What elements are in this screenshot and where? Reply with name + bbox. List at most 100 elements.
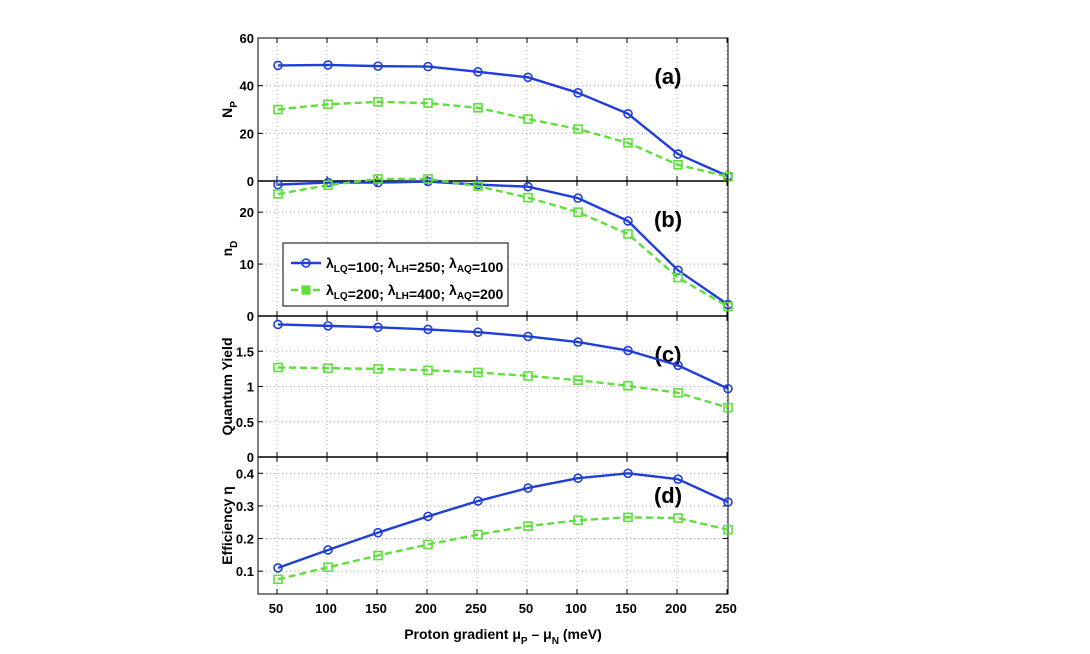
data-point-green (523, 371, 533, 381)
data-point-blue (473, 496, 483, 506)
data-point-blue (423, 324, 433, 335)
data-point-green (723, 301, 733, 312)
y-tick-label: 60 (240, 31, 254, 46)
data-point-green (323, 99, 333, 110)
data-point-green (423, 365, 433, 376)
series-green (273, 362, 733, 413)
y-tick-label: 0 (247, 450, 254, 465)
data-point-green (323, 562, 333, 573)
data-point-green (523, 192, 533, 203)
y-tick-label: 1.5 (236, 344, 254, 359)
panel-frame (257, 315, 729, 458)
data-point-blue (673, 360, 683, 371)
data-point-blue (573, 337, 583, 347)
data-point-green (523, 114, 533, 124)
series-line-green (277, 100, 729, 178)
data-point-blue (723, 497, 733, 507)
data-point-blue (673, 474, 683, 484)
data-point-green (423, 98, 433, 108)
data-point-blue (523, 72, 533, 83)
data-point-green (673, 388, 683, 398)
data-point-green (373, 550, 383, 561)
data-point-blue (323, 60, 333, 70)
data-point-green (473, 103, 483, 113)
x-tick-label: 200 (415, 601, 437, 616)
data-point-blue (273, 60, 283, 71)
legend-marker-green (301, 285, 311, 295)
data-point-green (573, 375, 583, 385)
series-green (273, 174, 733, 312)
data-point-green (673, 513, 683, 523)
data-point-blue (273, 319, 283, 330)
y-axis-label: Efficiency η (219, 486, 235, 565)
data-point-green (473, 529, 483, 540)
series-line-blue (277, 323, 729, 390)
x-tick-label: 100 (565, 601, 587, 616)
y-tick-label: 0 (247, 309, 254, 324)
data-point-blue (723, 383, 733, 394)
data-point-green (573, 124, 583, 134)
y-tick-label: 0 (247, 174, 254, 189)
data-point-green (323, 180, 333, 190)
series-line-green (277, 516, 729, 581)
data-point-blue (473, 327, 483, 338)
data-point-green (273, 574, 283, 585)
data-point-blue (273, 563, 283, 573)
data-point-green (623, 138, 633, 148)
panel-label: (d) (654, 483, 682, 508)
data-point-blue (523, 181, 533, 192)
data-point-green (273, 104, 283, 115)
data-point-blue (523, 331, 533, 342)
y-tick-label: 0.3 (236, 499, 254, 514)
data-point-blue (373, 322, 383, 333)
data-point-green (523, 521, 533, 531)
legend-box (282, 242, 509, 307)
data-point-green (273, 189, 283, 199)
data-point-blue (623, 216, 633, 226)
data-point-blue (573, 88, 583, 98)
series-line-blue (277, 180, 729, 306)
series-green (273, 512, 733, 585)
x-tick-label: 250 (715, 601, 737, 616)
x-tick-label: 150 (615, 601, 637, 616)
y-tick-label: 20 (240, 126, 254, 141)
y-tick-label: 0.1 (236, 564, 254, 579)
data-point-blue (623, 345, 633, 356)
series-blue (273, 60, 733, 182)
panel-frame (257, 37, 729, 182)
data-point-green (473, 367, 483, 378)
series-line-blue (277, 472, 729, 570)
x-tick-label: 50 (269, 601, 283, 616)
data-point-green (473, 181, 483, 191)
data-point-green (423, 174, 433, 184)
data-point-blue (573, 193, 583, 203)
legend-marker-blue (301, 258, 311, 268)
data-point-blue (623, 108, 633, 119)
y-axis-label: Quantum Yield (219, 337, 235, 435)
data-point-green (723, 402, 733, 413)
series-green (273, 97, 733, 182)
legend: λLQ=100; λLH=250; λAQ=100 λLQ=200; λLH=40… (282, 242, 509, 307)
x-tick-label: 50 (519, 601, 533, 616)
data-point-green (623, 229, 633, 239)
x-tick-label: 250 (465, 601, 487, 616)
data-point-blue (623, 468, 633, 479)
y-tick-label: 1 (247, 380, 254, 395)
series-line-green (277, 366, 729, 409)
data-point-green (373, 174, 383, 184)
y-tick-label: 40 (240, 79, 254, 94)
data-point-green (273, 362, 283, 373)
y-tick-label: 0.2 (236, 532, 254, 547)
panel-a: 0 20 40 60 NP (a) (219, 31, 733, 189)
x-tick-label: 200 (665, 601, 687, 616)
series-blue (273, 319, 733, 394)
panel-label: (b) (654, 207, 682, 232)
data-point-blue (323, 321, 333, 331)
data-point-green (673, 272, 683, 283)
data-point-green (373, 364, 383, 374)
data-point-green (373, 97, 383, 107)
data-point-green (723, 524, 733, 535)
y-axis-label: NP (219, 101, 240, 118)
